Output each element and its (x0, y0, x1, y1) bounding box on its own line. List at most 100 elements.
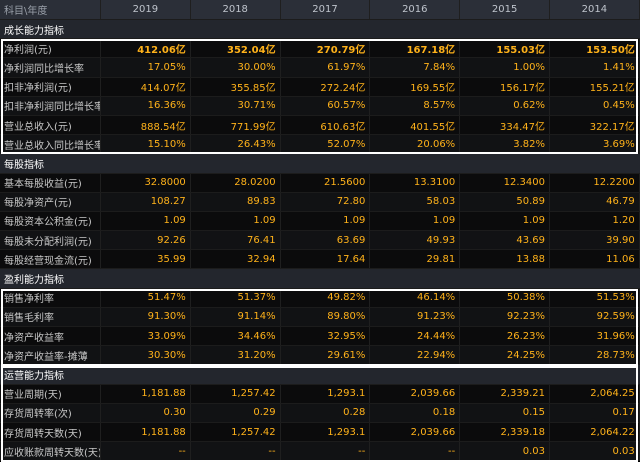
value-cell: 91.23% (370, 307, 461, 326)
value-cell: 0.15 (460, 403, 550, 422)
value-cell: 352.04亿 (191, 39, 281, 58)
value-cell: 30.71% (191, 96, 281, 115)
value-cell: 34.46% (191, 327, 281, 346)
table-row[interactable]: 销售净利率 51.47% 51.37% 49.82% 46.14% 50.38% 51.53… (0, 288, 640, 308)
row-label: 营业总收入(元) (0, 115, 101, 135)
table-row[interactable]: 基本每股收益(元) 32.8000 28.0200 21.5600 13.3100 12.… (0, 173, 640, 193)
value-cell: 1.09 (101, 211, 191, 231)
value-cell: 22.94% (370, 346, 461, 365)
section-header: 运营能力指标 (0, 365, 640, 385)
year-column-header[interactable]: 2015 (460, 0, 550, 19)
value-cell: 51.47% (101, 288, 191, 307)
value-cell: 24.25% (460, 346, 550, 365)
row-label: 净利润(元) (0, 39, 101, 58)
section-title: 每股指标 (4, 159, 44, 171)
row-label: 营业周期(天) (0, 384, 101, 403)
year-column-header[interactable]: 2016 (370, 0, 461, 19)
value-cell: 26.23% (460, 327, 550, 346)
year-column-header[interactable]: 2018 (191, 0, 281, 19)
value-cell: 29.81 (370, 250, 461, 269)
table-row[interactable]: 净利润(元) 412.06亿 352.04亿 270.79亿 167.18亿 155.03… (0, 39, 640, 59)
value-cell: 0.30 (101, 403, 191, 422)
value-cell: 31.96% (550, 327, 640, 346)
year-column-header[interactable]: 2014 (550, 0, 640, 19)
value-cell: 28.73% (550, 346, 640, 365)
value-cell: 334.47亿 (460, 115, 550, 135)
value-cell: 17.05% (101, 58, 191, 77)
value-cell: 32.8000 (101, 173, 191, 192)
row-label: 净利润同比增长率 (0, 58, 101, 77)
value-cell: 3.82% (460, 135, 550, 154)
value-cell: 13.88 (460, 250, 550, 269)
value-cell: 0.17 (550, 403, 640, 422)
header-label: 科目\年度 (0, 0, 101, 19)
value-cell: 11.06 (550, 250, 640, 269)
table-row[interactable]: 每股经营现金流(元) 35.99 32.94 17.64 29.81 13.88 11.06 (0, 250, 640, 270)
value-cell: 1,181.88 (101, 384, 191, 403)
row-label: 存货周转率(次) (0, 403, 101, 422)
table-row[interactable]: 每股净资产(元) 108.27 89.83 72.80 58.03 50.89 46.79 (0, 192, 640, 212)
value-cell: 52.07% (281, 135, 371, 154)
value-cell: 39.90 (550, 231, 640, 250)
year-column-header[interactable]: 2019 (101, 0, 191, 19)
table-row[interactable]: 存货周转率(次) 0.30 0.29 0.28 0.18 0.15 0.17 (0, 403, 640, 423)
value-cell: 108.27 (101, 192, 191, 211)
table-row[interactable]: 净资产收益率-摊薄 30.30% 31.20% 29.61% 22.94% 24.25% 2… (0, 346, 640, 366)
value-cell: 155.21亿 (550, 77, 640, 96)
value-cell: 12.2200 (550, 173, 640, 192)
value-cell: 89.80% (281, 307, 371, 326)
table-row[interactable]: 净资产收益率 33.09% 34.46% 32.95% 24.44% 26.23% 31.9… (0, 327, 640, 347)
value-cell: 2,064.25 (550, 384, 640, 403)
value-cell: 322.17亿 (550, 115, 640, 135)
table-row[interactable]: 净利润同比增长率 17.05% 30.00% 61.97% 7.84% 1.00% 1.41… (0, 58, 640, 78)
value-cell: 1.09 (370, 211, 461, 231)
table-row[interactable]: 扣非净利润同比增长率 16.36% 30.71% 60.57% 8.57% 0.62% 0.… (0, 96, 640, 116)
value-cell: 12.3400 (460, 173, 550, 192)
row-label: 销售毛利率 (0, 307, 101, 326)
value-cell: 2,339.21 (460, 384, 550, 403)
value-cell: 355.85亿 (191, 77, 281, 96)
row-label: 净资产收益率-摊薄 (0, 346, 101, 365)
value-cell: 1.09 (281, 211, 371, 231)
table-row[interactable]: 扣非净利润(元) 414.07亿 355.85亿 272.24亿 169.55亿 156.… (0, 77, 640, 97)
value-cell: 26.43% (191, 135, 281, 154)
year-column-header[interactable]: 2017 (281, 0, 371, 19)
row-label: 基本每股收益(元) (0, 173, 101, 192)
value-cell: 169.55亿 (370, 77, 461, 96)
value-cell: 1,257.42 (191, 384, 281, 403)
value-cell: 1.09 (460, 211, 550, 231)
value-cell: 3.69% (550, 135, 640, 154)
value-cell: 92.23% (460, 307, 550, 326)
value-cell: 1,181.88 (101, 422, 191, 442)
value-cell: 50.38% (460, 288, 550, 307)
value-cell: -- (191, 442, 281, 461)
value-cell: 1.00% (460, 58, 550, 77)
table-row[interactable]: 每股资本公积金(元) 1.09 1.09 1.09 1.09 1.09 1.20 (0, 211, 640, 232)
table-row[interactable]: 每股未分配利润(元) 92.26 76.41 63.69 49.93 43.69 39.90 (0, 231, 640, 251)
value-cell: 13.3100 (370, 173, 461, 192)
value-cell: 49.82% (281, 288, 371, 307)
value-cell: 72.80 (281, 192, 371, 211)
table-row[interactable]: 存货周转天数(天) 1,181.88 1,257.42 1,293.1 2,039.66… (0, 422, 640, 443)
table-row[interactable]: 营业周期(天) 1,181.88 1,257.42 1,293.1 2,039.66 2,… (0, 384, 640, 404)
row-label: 净资产收益率 (0, 327, 101, 346)
table-row[interactable]: 营业总收入同比增长率 15.10% 26.43% 52.07% 20.06% 3.82% 3… (0, 135, 640, 155)
value-cell: 51.53% (550, 288, 640, 307)
value-cell: 50.89 (460, 192, 550, 211)
table-row[interactable]: 应收账款周转天数(天) -- -- -- -- 0.03 0.03 (0, 442, 640, 462)
value-cell: 21.5600 (281, 173, 371, 192)
value-cell: 610.63亿 (281, 115, 371, 135)
value-cell: 771.99亿 (191, 115, 281, 135)
table-row[interactable]: 销售毛利率 91.30% 91.14% 89.80% 91.23% 92.23% 92.59… (0, 307, 640, 327)
value-cell: 401.55亿 (370, 115, 461, 135)
row-label: 每股经营现金流(元) (0, 250, 101, 269)
table-row[interactable]: 营业总收入(元) 888.54亿 771.99亿 610.63亿 401.55亿 334.… (0, 115, 640, 136)
row-label: 营业总收入同比增长率 (0, 135, 101, 154)
value-cell: 43.69 (460, 231, 550, 250)
section-title: 盈利能力指标 (4, 275, 64, 287)
value-cell: 32.94 (191, 250, 281, 269)
value-cell: 17.64 (281, 250, 371, 269)
value-cell: 46.14% (370, 288, 461, 307)
value-cell: 412.06亿 (101, 39, 191, 58)
